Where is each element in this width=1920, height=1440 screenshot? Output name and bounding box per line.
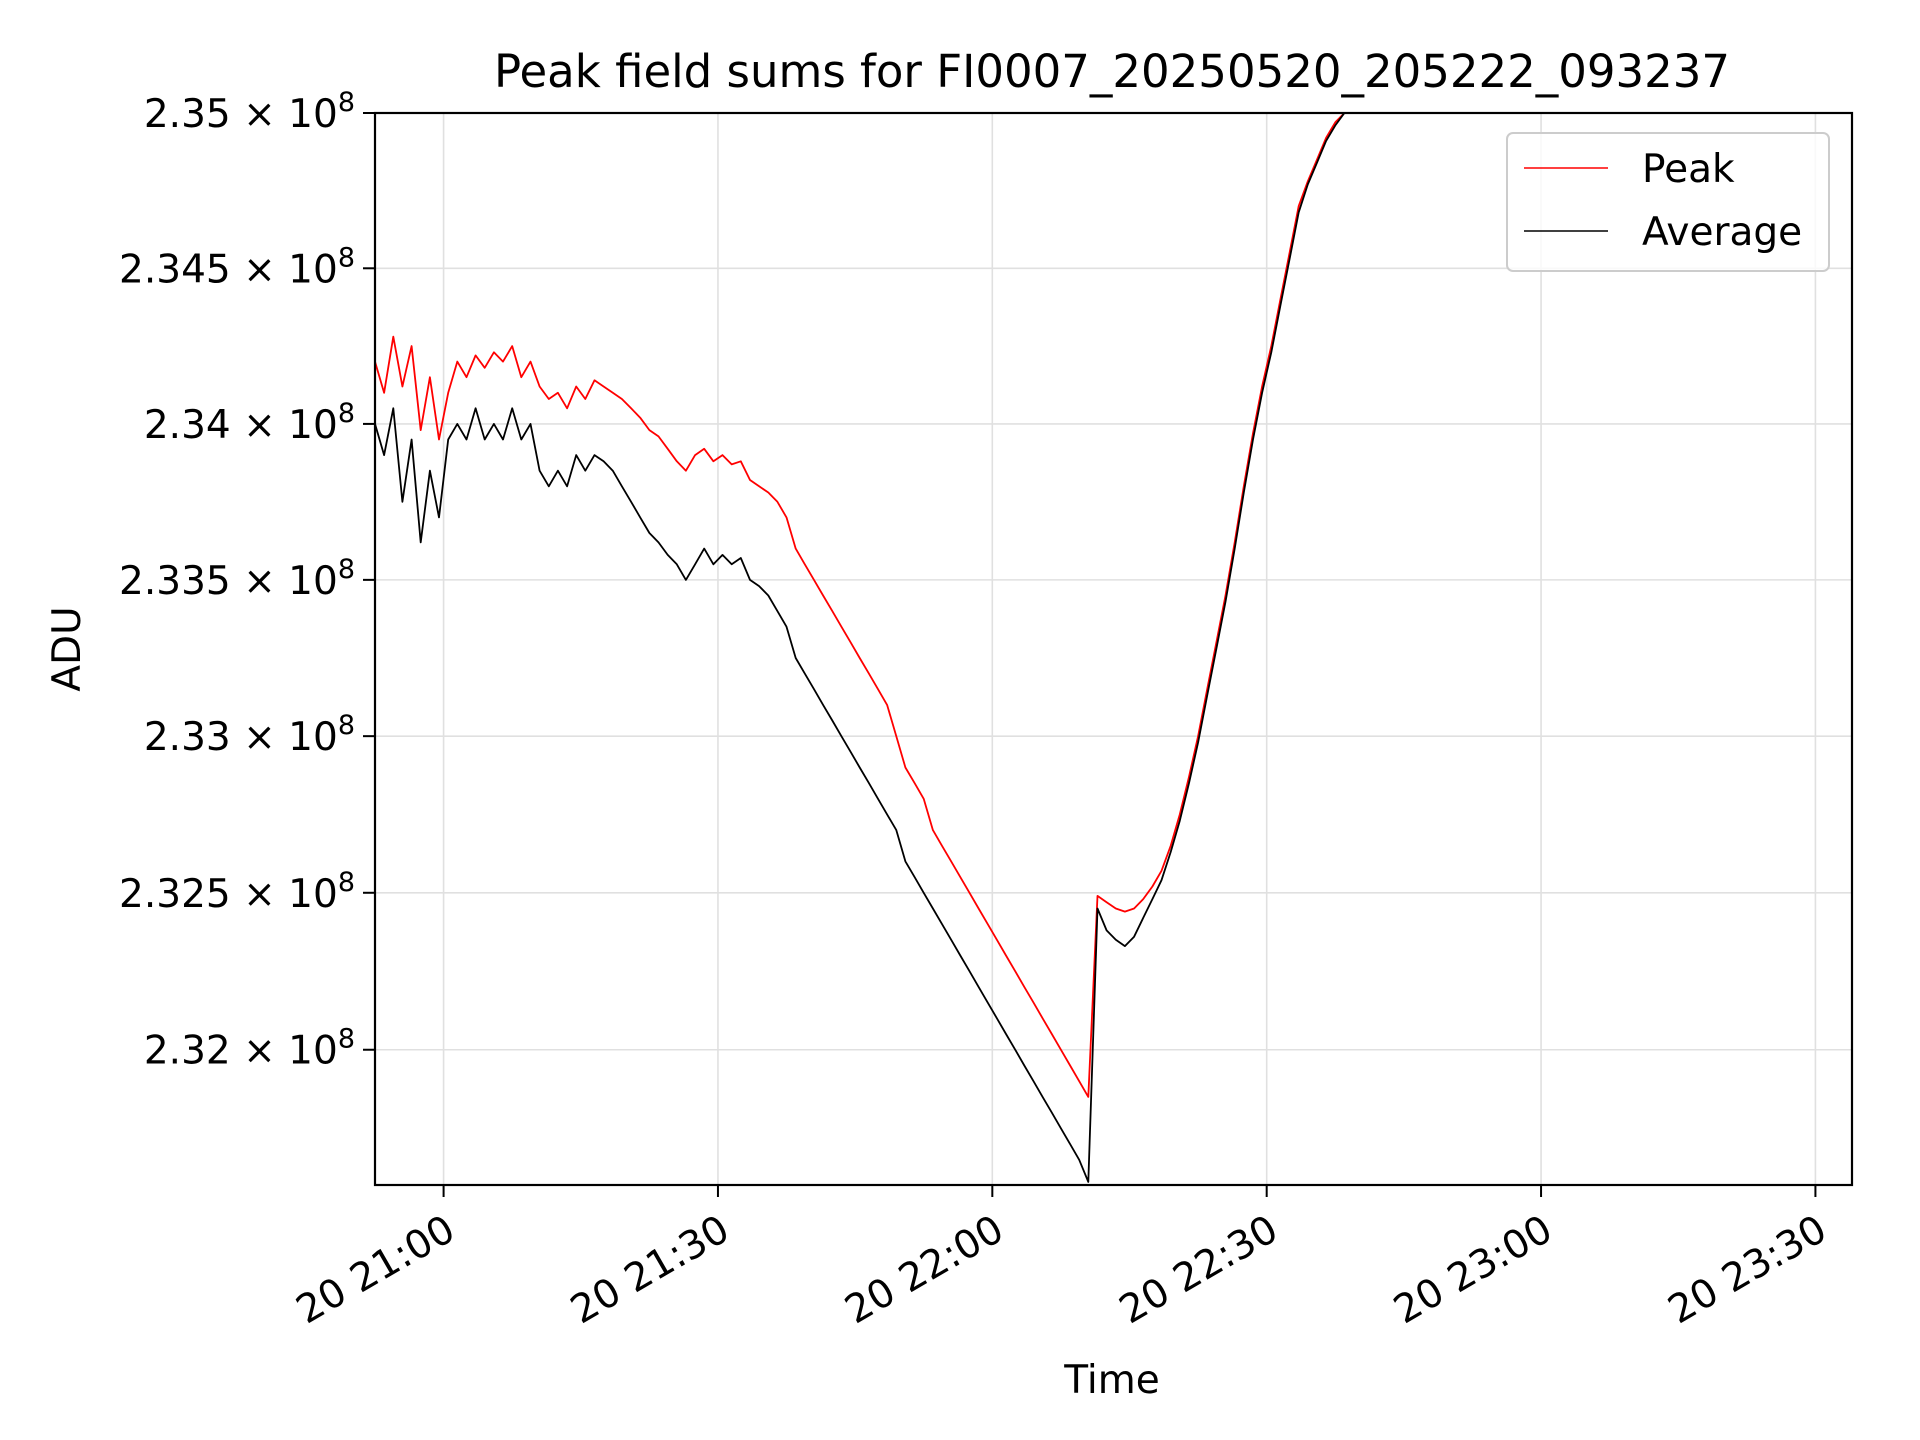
y-tick-label: 2.33 × 108 (144, 710, 355, 760)
legend-label-peak: Peak (1642, 147, 1735, 192)
y-tick-label: 2.32 × 108 (144, 1024, 355, 1074)
y-tick-label: 2.325 × 108 (119, 867, 355, 917)
y-tick-label: 2.35 × 108 (144, 87, 355, 137)
series-line-average (375, 113, 1346, 1183)
legend-label-average: Average (1642, 210, 1802, 255)
series-line-peak (375, 113, 1346, 1098)
y-tick-label: 2.335 × 108 (119, 554, 355, 604)
series-layer (375, 113, 1346, 1183)
y-tick-label: 2.345 × 108 (119, 242, 355, 292)
y-axis: 2.32 × 108 2.325 × 108 2.33 × 108 2.335 × 1… (119, 87, 375, 1074)
chart-title: Peak field sums for FI0007_20250520_2052… (494, 45, 1730, 98)
y-axis-label: ADU (45, 606, 90, 691)
axes-frame (373, 111, 1854, 1187)
plot-area (375, 113, 1852, 1185)
x-axis-label: Time (1063, 1358, 1159, 1403)
legend: Peak Average (1506, 132, 1830, 272)
grid (375, 112, 1852, 1185)
y-tick-label: 2.34 × 108 (144, 398, 355, 448)
